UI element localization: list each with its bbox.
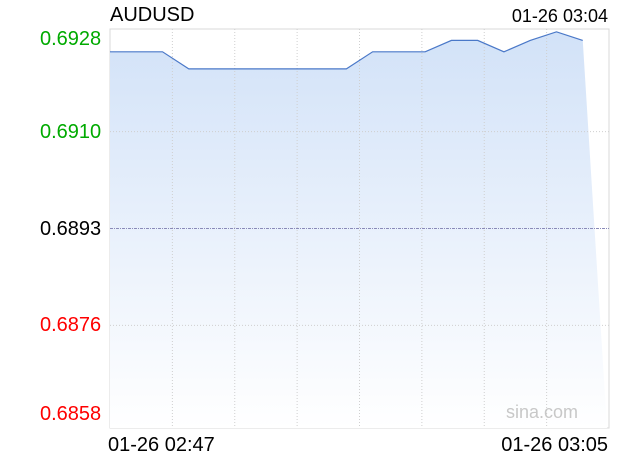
timestamp: 01-26 03:04 <box>511 6 608 26</box>
y-tick-label: 0.6910 <box>40 120 102 143</box>
x-start-label: 01-26 02:47 <box>108 434 215 456</box>
watermark: sina.com <box>506 402 579 422</box>
y-tick-label: 0.6928 <box>40 28 102 50</box>
y-tick-label: 0.6858 <box>40 403 102 425</box>
y-tick-label: 0.6893 <box>40 217 102 240</box>
x-end-label: 01-26 03:05 <box>501 434 608 456</box>
y-tick-label: 0.6876 <box>40 314 102 337</box>
chart-title: AUDUSD <box>110 4 195 26</box>
area-fill <box>110 31 607 428</box>
